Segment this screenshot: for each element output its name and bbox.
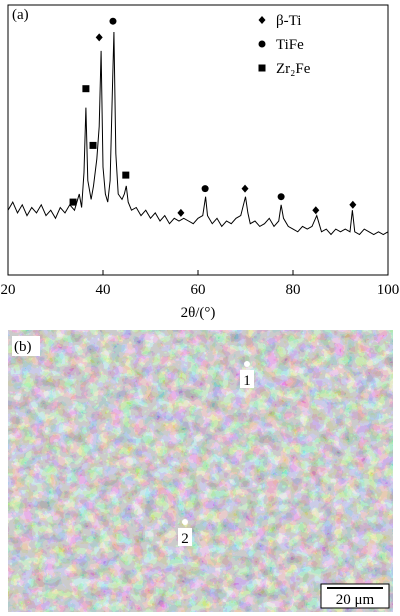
point-dot: [182, 519, 188, 525]
marker-diamond: [349, 200, 357, 209]
marker-circle: [258, 40, 266, 48]
label-bg: [240, 370, 254, 388]
panel-label: (b): [14, 339, 32, 355]
marker-square: [122, 171, 130, 179]
marker-square: [69, 198, 77, 206]
scale-bar-label: 20 μm: [336, 592, 375, 608]
marker-circle: [201, 185, 209, 193]
x-axis-label: 2θ/(°): [181, 305, 216, 321]
x-tick-label: 100: [377, 282, 400, 298]
xrd-line: [7, 31, 389, 236]
legend-label: Zr₂Fe: [276, 61, 311, 77]
marker-diamond: [241, 184, 249, 193]
point-dot: [244, 361, 250, 367]
x-tick-label: 80: [286, 282, 301, 298]
point-label: 1: [243, 373, 251, 389]
panel-label: (a): [12, 7, 29, 23]
sem-image: [7, 329, 394, 613]
marker-circle: [277, 193, 285, 201]
legend-label: β-Ti: [276, 13, 301, 29]
micrograph-panel: (b) 1 2 20 μm: [7, 329, 394, 613]
marker-diamond: [95, 33, 103, 42]
marker-circle: [109, 17, 117, 25]
x-tick-label: 60: [191, 282, 206, 298]
marker-square: [89, 141, 97, 149]
legend-label: TiFe: [276, 37, 304, 53]
point-label: 2: [181, 531, 189, 547]
label-bg: [12, 336, 40, 356]
marker-diamond: [177, 208, 185, 217]
xrd-plot: 20 40 60 80 100 β-Ti TiFe Zr₂Fe: [1, 13, 400, 298]
marker-square: [258, 64, 266, 72]
x-tick-label: 40: [96, 282, 111, 298]
x-tick-label: 20: [1, 282, 16, 298]
label-bg: [178, 528, 192, 546]
marker-diamond: [258, 16, 266, 24]
marker-diamond: [312, 206, 320, 215]
marker-square: [82, 85, 90, 93]
